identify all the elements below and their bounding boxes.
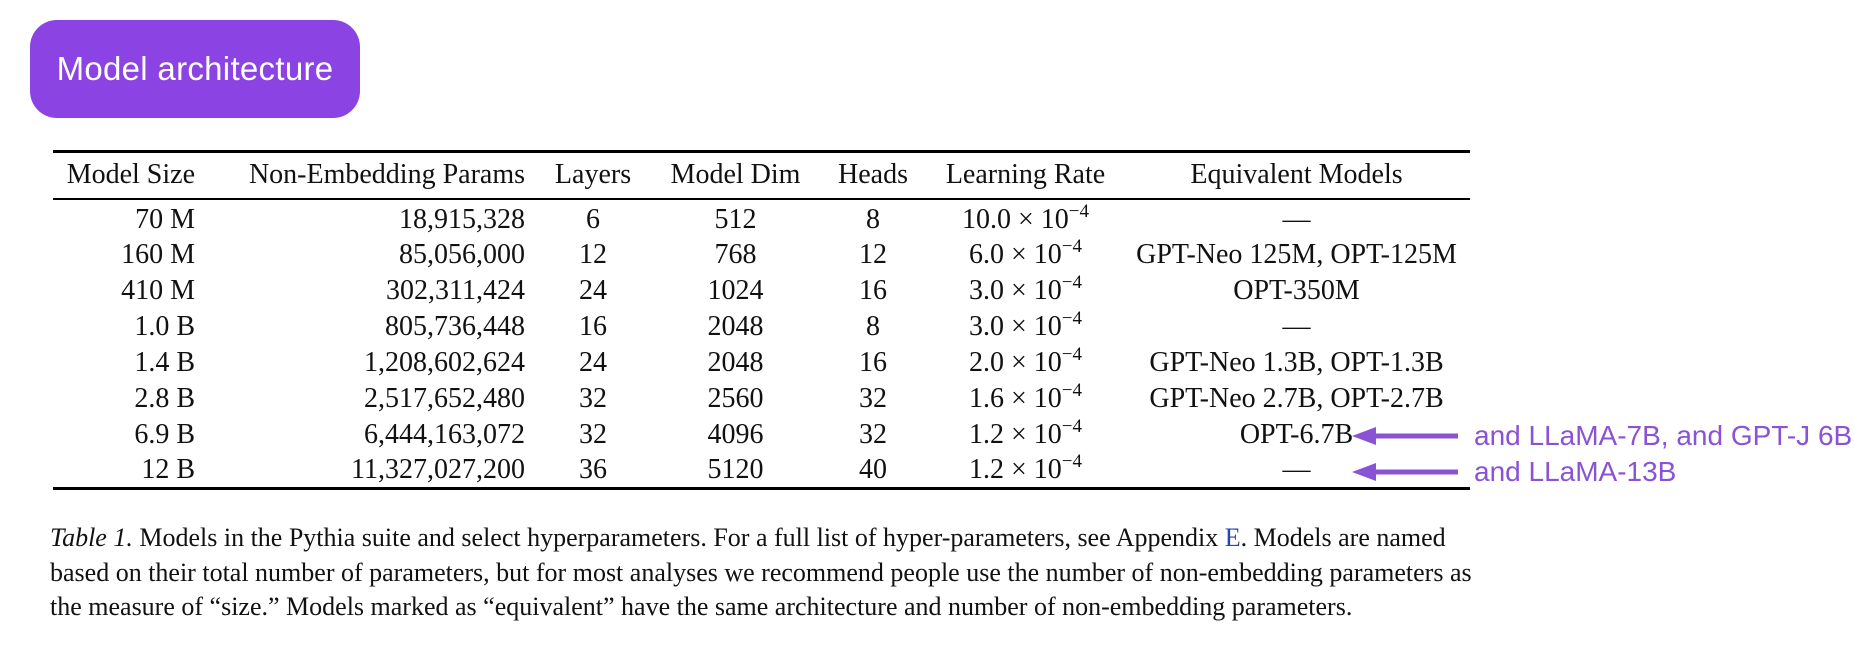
table-row: 410 M 302,311,424 24 1024 16 3.0 × 10−4 OPT-35… <box>53 272 1470 309</box>
table-cell: 512 <box>714 203 757 235</box>
table-cell: 2048 <box>707 346 764 378</box>
table-cell: 12 <box>859 238 887 270</box>
table-cell: 32 <box>579 382 607 414</box>
table-cell: 2560 <box>707 382 764 414</box>
table-cell: 160 M <box>121 238 195 270</box>
table-cell: 2048 <box>707 310 764 342</box>
table-cell: 410 M <box>121 274 195 306</box>
table-cell: 40 <box>859 453 887 485</box>
table-cell: — <box>1282 203 1311 235</box>
table-cell: 3.0 × 10−4 <box>968 308 1083 342</box>
pythia-models-table: Model Size Non-Embedding Params Layers Mode… <box>53 150 1470 490</box>
table-cell: 1.0 B <box>134 310 195 342</box>
table-cell: 1.2 × 10−4 <box>968 451 1083 485</box>
column-header: Learning Rate <box>945 159 1106 191</box>
left-arrow-icon <box>1352 463 1458 481</box>
table-row: 12 B 11,327,027,200 36 5120 40 1.2 × 10−4 — <box>53 451 1470 489</box>
column-header: Heads <box>838 159 908 191</box>
table-cell: 32 <box>859 382 887 414</box>
caption-line-2: based on their total number of parameter… <box>50 557 1472 587</box>
table-cell: 32 <box>579 418 607 450</box>
table-cell: 1.4 B <box>134 346 195 378</box>
table-cell: 6.9 B <box>134 418 195 450</box>
table-cell: 768 <box>714 238 757 270</box>
column-header: Model Dim <box>670 159 801 191</box>
table-cell: OPT-6.7B <box>1239 418 1354 450</box>
table-cell: GPT-Neo 125M, OPT-125M <box>1136 238 1457 270</box>
table-cell: 4096 <box>707 418 764 450</box>
left-arrow-icon <box>1352 427 1458 445</box>
table-row: 160 M 85,056,000 12 768 12 6.0 × 10−4 GPT-Neo … <box>53 236 1470 273</box>
table-cell: 18,915,328 <box>399 203 525 235</box>
table-cell: 24 <box>579 274 607 306</box>
table-row: 1.4 B 1,208,602,624 24 2048 16 2.0 × 10−4 GPT-… <box>53 344 1470 381</box>
table-cell: 3.0 × 10−4 <box>968 272 1083 306</box>
table-cell: 12 B <box>141 453 195 485</box>
table-row: 1.0 B 805,736,448 16 2048 8 3.0 × 10−4 — <box>53 308 1470 345</box>
table-cell: — <box>1282 453 1311 485</box>
table-header: Model Size Non-Embedding Params Layers Mode… <box>53 152 1470 199</box>
table-body: 70 M 18,915,328 6 512 8 10.0 × 10−4 — 160 M 85,0… <box>53 199 1470 489</box>
table-cell: OPT-350M <box>1233 274 1360 306</box>
column-header: Equivalent Models <box>1190 159 1403 191</box>
table-cell: 36 <box>579 453 607 485</box>
table-cell: 6.0 × 10−4 <box>968 236 1083 270</box>
column-header: Layers <box>554 159 632 191</box>
caption-line-1: Table 1. Models in the Pythia suite and … <box>50 521 1510 556</box>
table-cell: 2.0 × 10−4 <box>968 344 1083 378</box>
table-cell: 6,444,163,072 <box>364 418 525 450</box>
caption-text: . Models are named <box>1240 523 1446 552</box>
table-cell: 2.8 B <box>134 382 195 414</box>
table-cell: 1024 <box>707 274 764 306</box>
table-cell: 16 <box>859 274 887 306</box>
table-header-row: Model Size Non-Embedding Params Layers Mode… <box>53 152 1470 199</box>
table-cell: — <box>1282 310 1311 342</box>
column-header: Non-Embedding Params <box>248 159 525 191</box>
table-cell: 6 <box>586 203 600 235</box>
appendix-e-link[interactable]: E <box>1224 523 1241 552</box>
table-cell: 5120 <box>707 453 764 485</box>
table-cell: 10.0 × 10−4 <box>961 201 1090 235</box>
table-cell: GPT-Neo 1.3B, OPT-1.3B <box>1149 346 1444 378</box>
table-cell: 16 <box>579 310 607 342</box>
table-cell: 805,736,448 <box>385 310 525 342</box>
table-cell: 85,056,000 <box>399 238 525 270</box>
table-cell: 2,517,652,480 <box>364 382 525 414</box>
annotation-text: and LLaMA-7B, and GPT-J 6B <box>1474 420 1853 451</box>
table-row: 6.9 B 6,444,163,072 32 4096 32 1.2 × 10−4 OPT-… <box>53 416 1470 453</box>
table-cell: 302,311,424 <box>386 274 525 306</box>
table-row: 70 M 18,915,328 6 512 8 10.0 × 10−4 — <box>53 199 1470 237</box>
annotation-llama13b: and LLaMA-13B <box>1352 455 1676 489</box>
caption-label: Table 1. <box>50 523 133 552</box>
column-header: Model Size <box>66 159 195 191</box>
caption-line-3: the measure of “size.” Models marked as … <box>50 592 1353 621</box>
table-cell: 8 <box>866 203 880 235</box>
table-row: 2.8 B 2,517,652,480 32 2560 32 1.6 × 10−4 GPT-… <box>53 380 1470 417</box>
table-cell: 24 <box>579 346 607 378</box>
table-cell: 12 <box>579 238 607 270</box>
table-cell: GPT-Neo 2.7B, OPT-2.7B <box>1149 382 1444 414</box>
table-cell: 8 <box>866 310 880 342</box>
table-cell: 1.6 × 10−4 <box>968 380 1083 414</box>
table-cell: 32 <box>859 418 887 450</box>
annotation-text: and LLaMA-13B <box>1474 456 1677 487</box>
table-cell: 16 <box>859 346 887 378</box>
table-caption: Table 1. Models in the Pythia suite and … <box>50 521 1510 625</box>
table-cell: 1,208,602,624 <box>364 346 525 378</box>
table-cell: 11,327,027,200 <box>351 453 525 485</box>
caption-text: Models in the Pythia suite and select hy… <box>132 523 1225 552</box>
table-cell: 1.2 × 10−4 <box>968 416 1083 450</box>
model-architecture-badge: Model architecture <box>30 20 360 118</box>
table-cell: 70 M <box>135 203 195 235</box>
annotation-llama7b-gptj6b: and LLaMA-7B, and GPT-J 6B <box>1352 419 1852 453</box>
